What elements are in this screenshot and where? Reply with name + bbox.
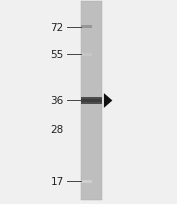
Bar [81,99,102,103]
Bar [81,54,92,56]
Text: 28: 28 [50,125,64,134]
Bar [81,180,92,183]
Polygon shape [104,94,112,108]
Bar [81,2,102,200]
Bar [81,26,92,29]
Text: 72: 72 [50,23,64,32]
Text: 55: 55 [50,50,64,60]
Text: 17: 17 [50,177,64,186]
Text: 36: 36 [50,96,64,106]
Bar [81,100,92,102]
Bar [81,97,102,105]
